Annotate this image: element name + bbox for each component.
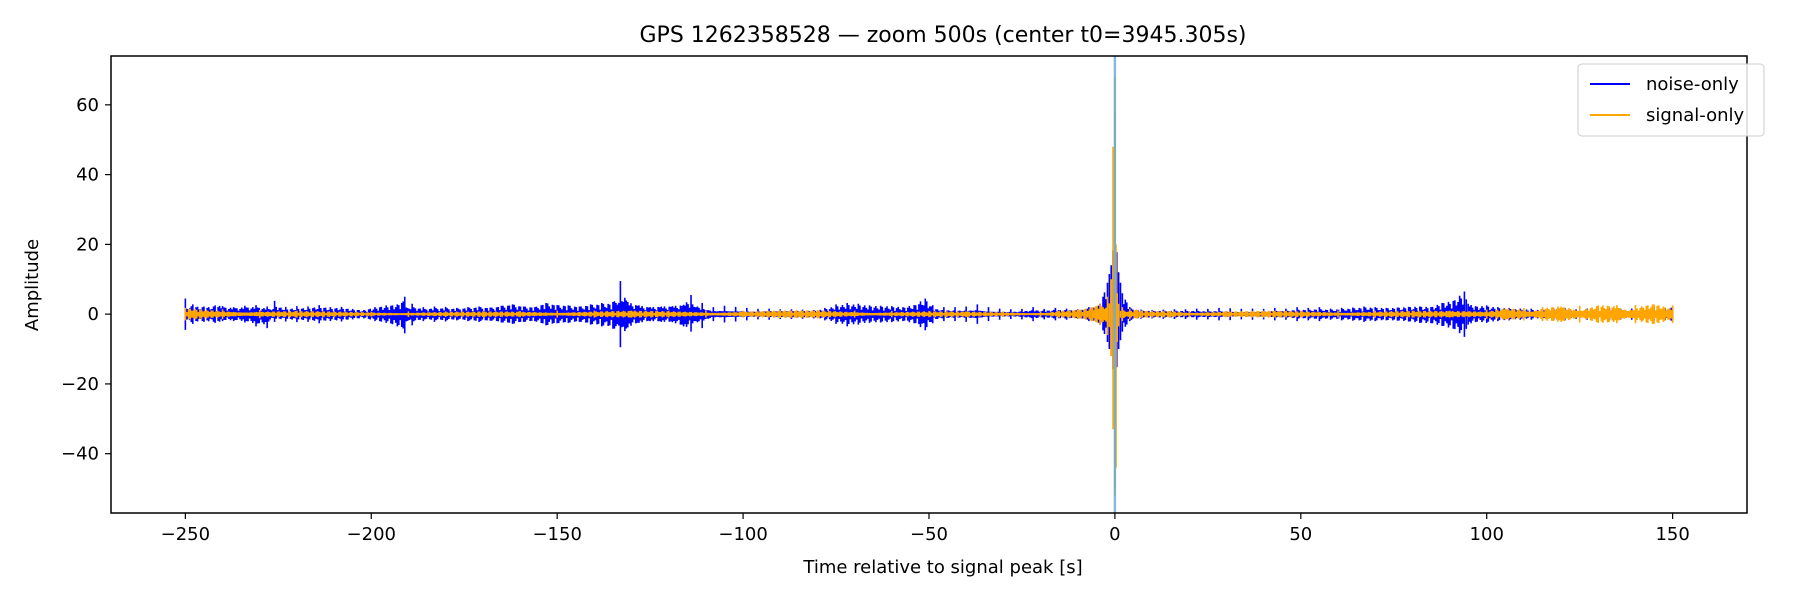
series-noise-only [184,111,1674,489]
series-line-noise-only [184,111,1674,489]
x-tick-label: −200 [347,524,396,545]
series-signal-only [184,76,1674,496]
legend: noise-only signal-only [1577,63,1765,137]
legend-label-noise-only: noise-only [1646,74,1739,95]
plot-area [184,56,1674,513]
y-tick-label: 20 [76,234,99,255]
plot-frame [110,55,1748,514]
x-tick-label: −250 [161,524,210,545]
x-tick-label: −50 [910,524,948,545]
y-tick-label: −20 [61,374,99,395]
x-tick-label: −150 [532,524,581,545]
y-tick-label: 0 [88,304,99,325]
chart-title: GPS 1262358528 — zoom 500s (center t0=39… [640,23,1247,48]
x-tick-label: −100 [718,524,767,545]
x-axis: −250 −200 −150 −100 −50 0 50 100 150 [161,513,1690,545]
y-tick-label: −40 [61,444,99,465]
y-axis: −40 −20 0 20 40 60 [61,95,111,465]
legend-label-signal-only: signal-only [1646,105,1744,126]
y-tick-label: 40 [76,165,99,186]
x-tick-label: 150 [1655,524,1689,545]
y-tick-label: 60 [76,95,99,116]
x-tick-label: 0 [1109,524,1120,545]
y-axis-label: Amplitude [22,239,43,331]
series-line-signal-only [184,76,1674,496]
legend-box [1577,63,1765,137]
x-axis-label: Time relative to signal peak [s] [802,557,1082,578]
x-tick-label: 50 [1289,524,1312,545]
x-tick-label: 100 [1470,524,1504,545]
